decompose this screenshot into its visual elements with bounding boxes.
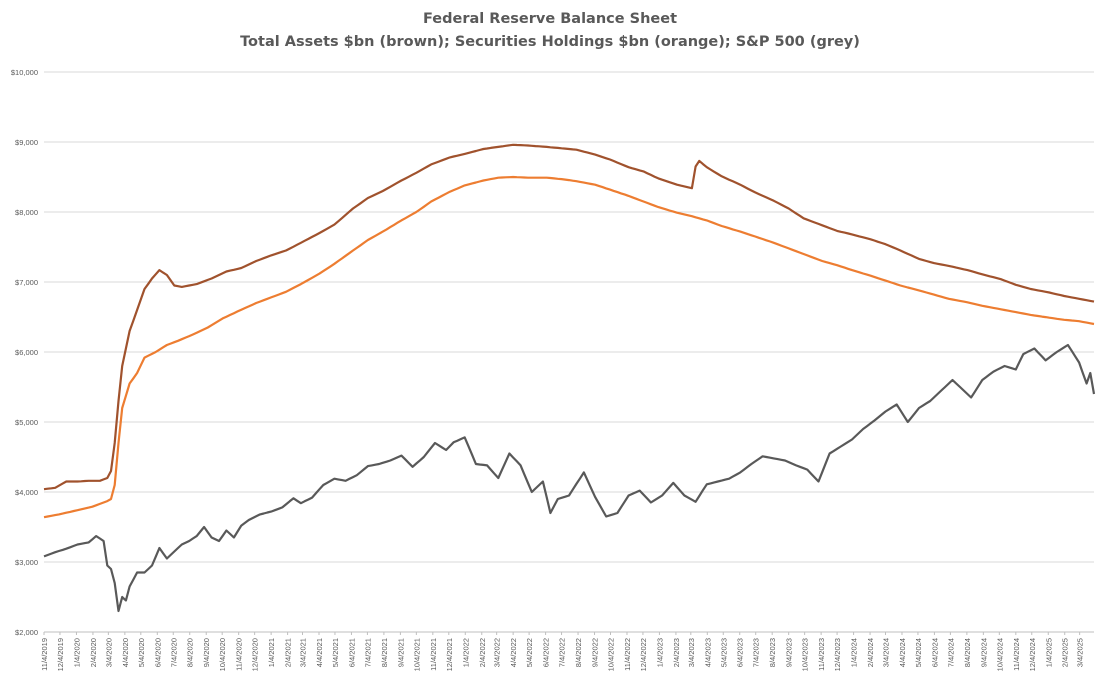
chart-title: Federal Reserve Balance Sheet [422,11,678,27]
x-tick-label: 2/4/2020 [89,638,98,667]
x-tick-label: 8/4/2023 [768,638,777,667]
series-line-1 [43,143,1095,491]
x-tick-label: 3/4/2021 [299,638,308,667]
x-tick-label: 1/4/2020 [72,638,81,667]
x-tick-label: 12/4/2021 [445,638,454,671]
x-tick-label: 12/4/2024 [1028,638,1037,671]
x-tick-label: 6/4/2024 [930,638,939,667]
x-tick-label: 12/4/2020 [251,638,260,671]
x-tick-label: 9/4/2021 [396,638,405,667]
x-tick-label: 1/4/2023 [655,638,664,667]
x-tick-label: 3/4/2023 [687,638,696,667]
x-tick-label: 9/4/2022 [591,638,600,667]
x-tick-label: 10/4/2023 [801,638,810,671]
x-tick-label: 1/4/2021 [267,638,276,667]
x-tick-label: 4/4/2020 [121,638,130,667]
y-tick-label: $8,000 [15,208,38,217]
x-tick-label: 3/4/2020 [104,638,113,667]
x-tick-label: 6/4/2023 [736,638,745,667]
x-tick-label: 5/4/2022 [525,638,534,667]
x-tick-label: 8/4/2020 [186,638,195,667]
x-tick-label: 2/4/2024 [866,638,875,667]
x-tick-label: 8/4/2021 [380,638,389,667]
x-tick-label: 6/4/2022 [542,638,551,667]
x-axis [43,631,1094,635]
x-tick-label: 1/4/2022 [461,638,470,667]
x-tick-label: 5/4/2020 [137,638,146,667]
series-lines [43,143,1096,613]
x-tick-label: 5/4/2021 [331,638,340,667]
y-tick-label: $2,000 [15,628,38,637]
x-tick-label: 2/4/2025 [1061,638,1070,667]
x-tick-label: 7/4/2020 [169,638,178,667]
y-tick-label: $7,000 [15,278,38,287]
x-tick-label: 12/4/2022 [639,638,648,671]
x-tick-label: 1/4/2024 [850,638,859,667]
x-tick-label: 5/4/2023 [719,638,728,667]
x-tick-label: 1/4/2025 [1044,638,1053,667]
x-tick-label: 6/4/2020 [153,638,162,667]
x-tick-label: 4/4/2022 [509,638,518,667]
x-tick-label: 11/4/2022 [623,638,632,671]
x-tick-label: 11/4/2024 [1012,638,1021,671]
x-tick-label: 2/4/2022 [478,638,487,667]
x-tick-label: 3/4/2024 [881,638,890,667]
gridlines [44,71,1094,563]
x-tick-label: 2/4/2023 [672,638,681,667]
x-tick-label: 6/4/2021 [347,638,356,667]
x-tick-label: 11/4/2019 [40,638,49,671]
x-tick-label: 12/4/2023 [833,638,842,671]
x-tick-label: 10/4/2024 [995,638,1004,671]
x-tick-label: 10/4/2021 [412,638,421,671]
y-tick-label: $4,000 [15,488,38,497]
x-tick-label: 2/4/2021 [284,638,293,667]
x-tick-label: 4/4/2023 [703,638,712,667]
x-tick-label: 5/4/2024 [914,638,923,667]
x-tick-label: 4/4/2024 [898,638,907,667]
x-tick-label: 10/4/2020 [218,638,227,671]
y-tick-label: $3,000 [15,558,38,567]
chart-subtitle: Total Assets $bn (brown); Securities Hol… [240,34,860,50]
x-tick-label: 3/4/2022 [493,638,502,667]
x-tick-label: 12/4/2019 [56,638,65,671]
x-tick-label: 9/4/2020 [202,638,211,667]
series-line-3 [43,343,1096,613]
x-tick-label: 9/4/2024 [979,638,988,667]
x-axis-labels: 11/4/2019 12/4/2019 1/4/2020 2/4/2020 3/4/20… [40,638,1085,671]
y-tick-label: $10,000 [11,68,38,77]
x-tick-label: 7/4/2024 [946,638,955,667]
x-tick-label: 11/4/2023 [817,638,826,671]
y-tick-label: $5,000 [15,418,38,427]
x-tick-label: 11/4/2021 [429,638,438,671]
x-tick-label: 11/4/2020 [235,638,244,671]
x-tick-label: 3/4/2025 [1076,638,1085,667]
x-tick-label: 8/4/2022 [574,638,583,667]
y-tick-label: $9,000 [15,138,38,147]
x-tick-label: 10/4/2022 [606,638,615,671]
x-tick-label: 7/4/2021 [363,638,372,667]
x-tick-label: 7/4/2023 [752,638,761,667]
x-tick-label: 4/4/2021 [315,638,324,667]
x-tick-label: 7/4/2022 [558,638,567,667]
y-tick-label: $6,000 [15,348,38,357]
series-line-2 [43,175,1095,519]
x-tick-label: 9/4/2023 [785,638,794,667]
x-tick-label: 8/4/2024 [963,638,972,667]
y-axis-labels: $2,000 $3,000 $4,000 $5,000 $6,000 $7,000 $8,0… [11,68,38,637]
